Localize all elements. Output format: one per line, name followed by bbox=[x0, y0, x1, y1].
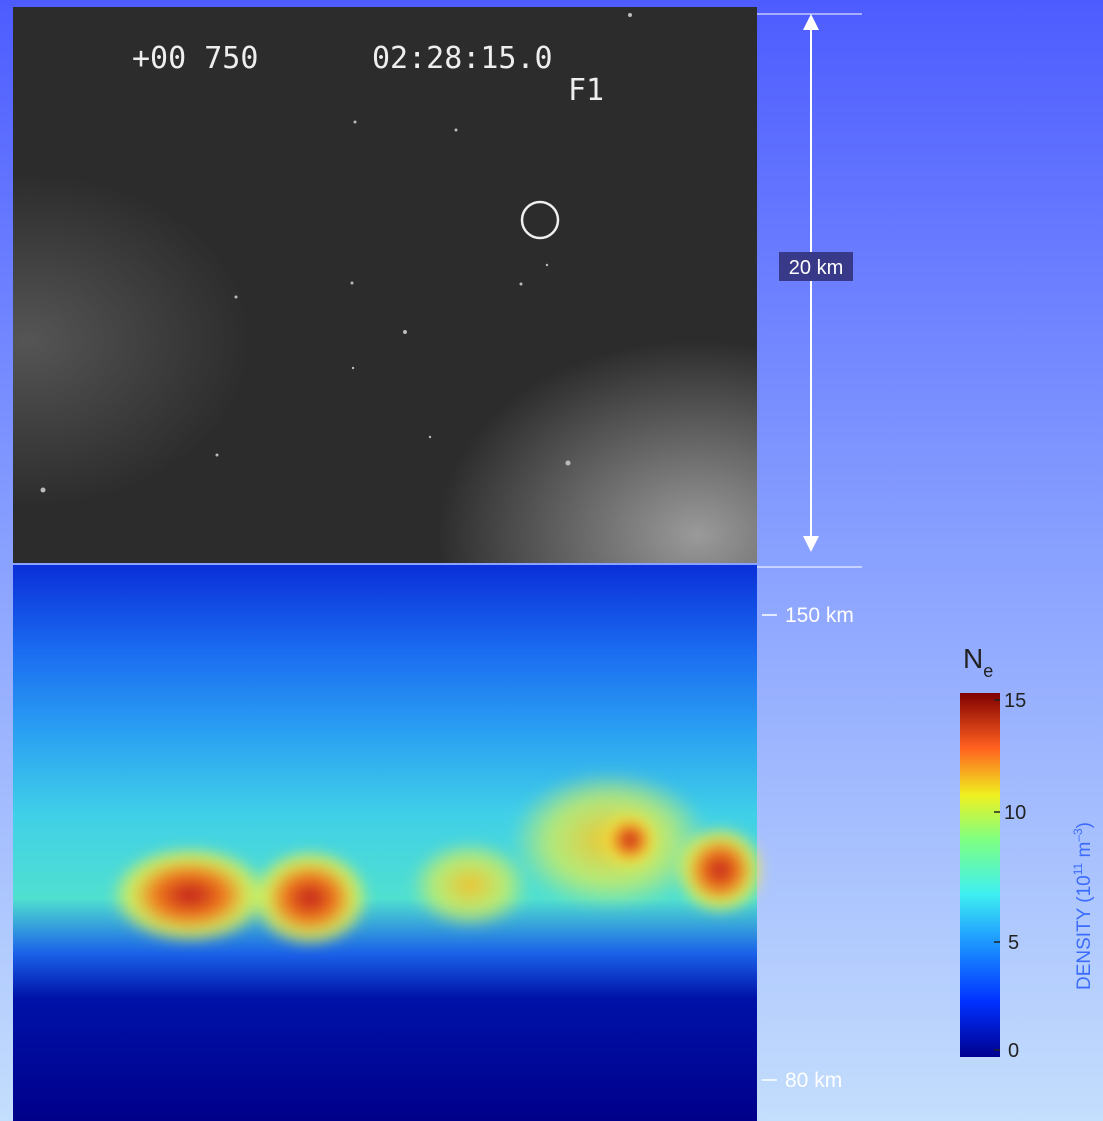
symbol: N bbox=[963, 643, 983, 674]
colorbar-axis-label: DENSITY (1011 m–3) bbox=[1071, 822, 1095, 990]
label-text: DENSITY (10 bbox=[1074, 875, 1095, 990]
colorbar-ramp bbox=[960, 693, 1000, 1057]
unit: m bbox=[1074, 842, 1095, 863]
close: ) bbox=[1074, 822, 1095, 828]
colorbar-tick-label: 15 bbox=[1004, 690, 1026, 712]
exponent: 11 bbox=[1071, 862, 1085, 875]
colorbar-tick-label: 10 bbox=[1004, 802, 1026, 824]
timestamp: 02:28:15.0 bbox=[372, 41, 553, 76]
frame-counter: +00 750 bbox=[132, 41, 258, 76]
exponent: –3 bbox=[1071, 828, 1085, 842]
altitude-label: 150 km bbox=[785, 604, 854, 627]
figure: +00 750 02:28:15.0 F1 20 km 150 km 80 km bbox=[0, 0, 1103, 1121]
radar-image bbox=[13, 565, 765, 1121]
scale-label: 20 km bbox=[789, 257, 843, 279]
colorbar-tick-label: 5 bbox=[1008, 932, 1019, 954]
subscript: e bbox=[983, 661, 993, 681]
filter-label: F1 bbox=[568, 73, 604, 108]
glow bbox=[13, 7, 757, 563]
camera-image: +00 750 02:28:15.0 F1 bbox=[13, 7, 757, 563]
page: {"camera": {"counter": "+00 750", "time"… bbox=[0, 0, 1103, 1121]
colorbar-tick-label: 0 bbox=[1008, 1040, 1019, 1062]
altitude-label: 80 km bbox=[785, 1069, 842, 1092]
